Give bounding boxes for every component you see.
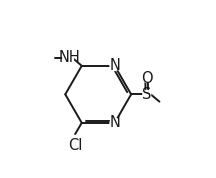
- Text: N: N: [109, 115, 120, 130]
- Text: Cl: Cl: [68, 138, 82, 153]
- Circle shape: [110, 118, 119, 127]
- Text: S: S: [142, 87, 151, 102]
- Circle shape: [143, 74, 151, 82]
- Text: O: O: [141, 71, 152, 86]
- Circle shape: [63, 53, 73, 63]
- Circle shape: [110, 61, 119, 70]
- Text: NH: NH: [58, 51, 80, 66]
- Circle shape: [143, 90, 151, 98]
- Text: N: N: [109, 58, 120, 73]
